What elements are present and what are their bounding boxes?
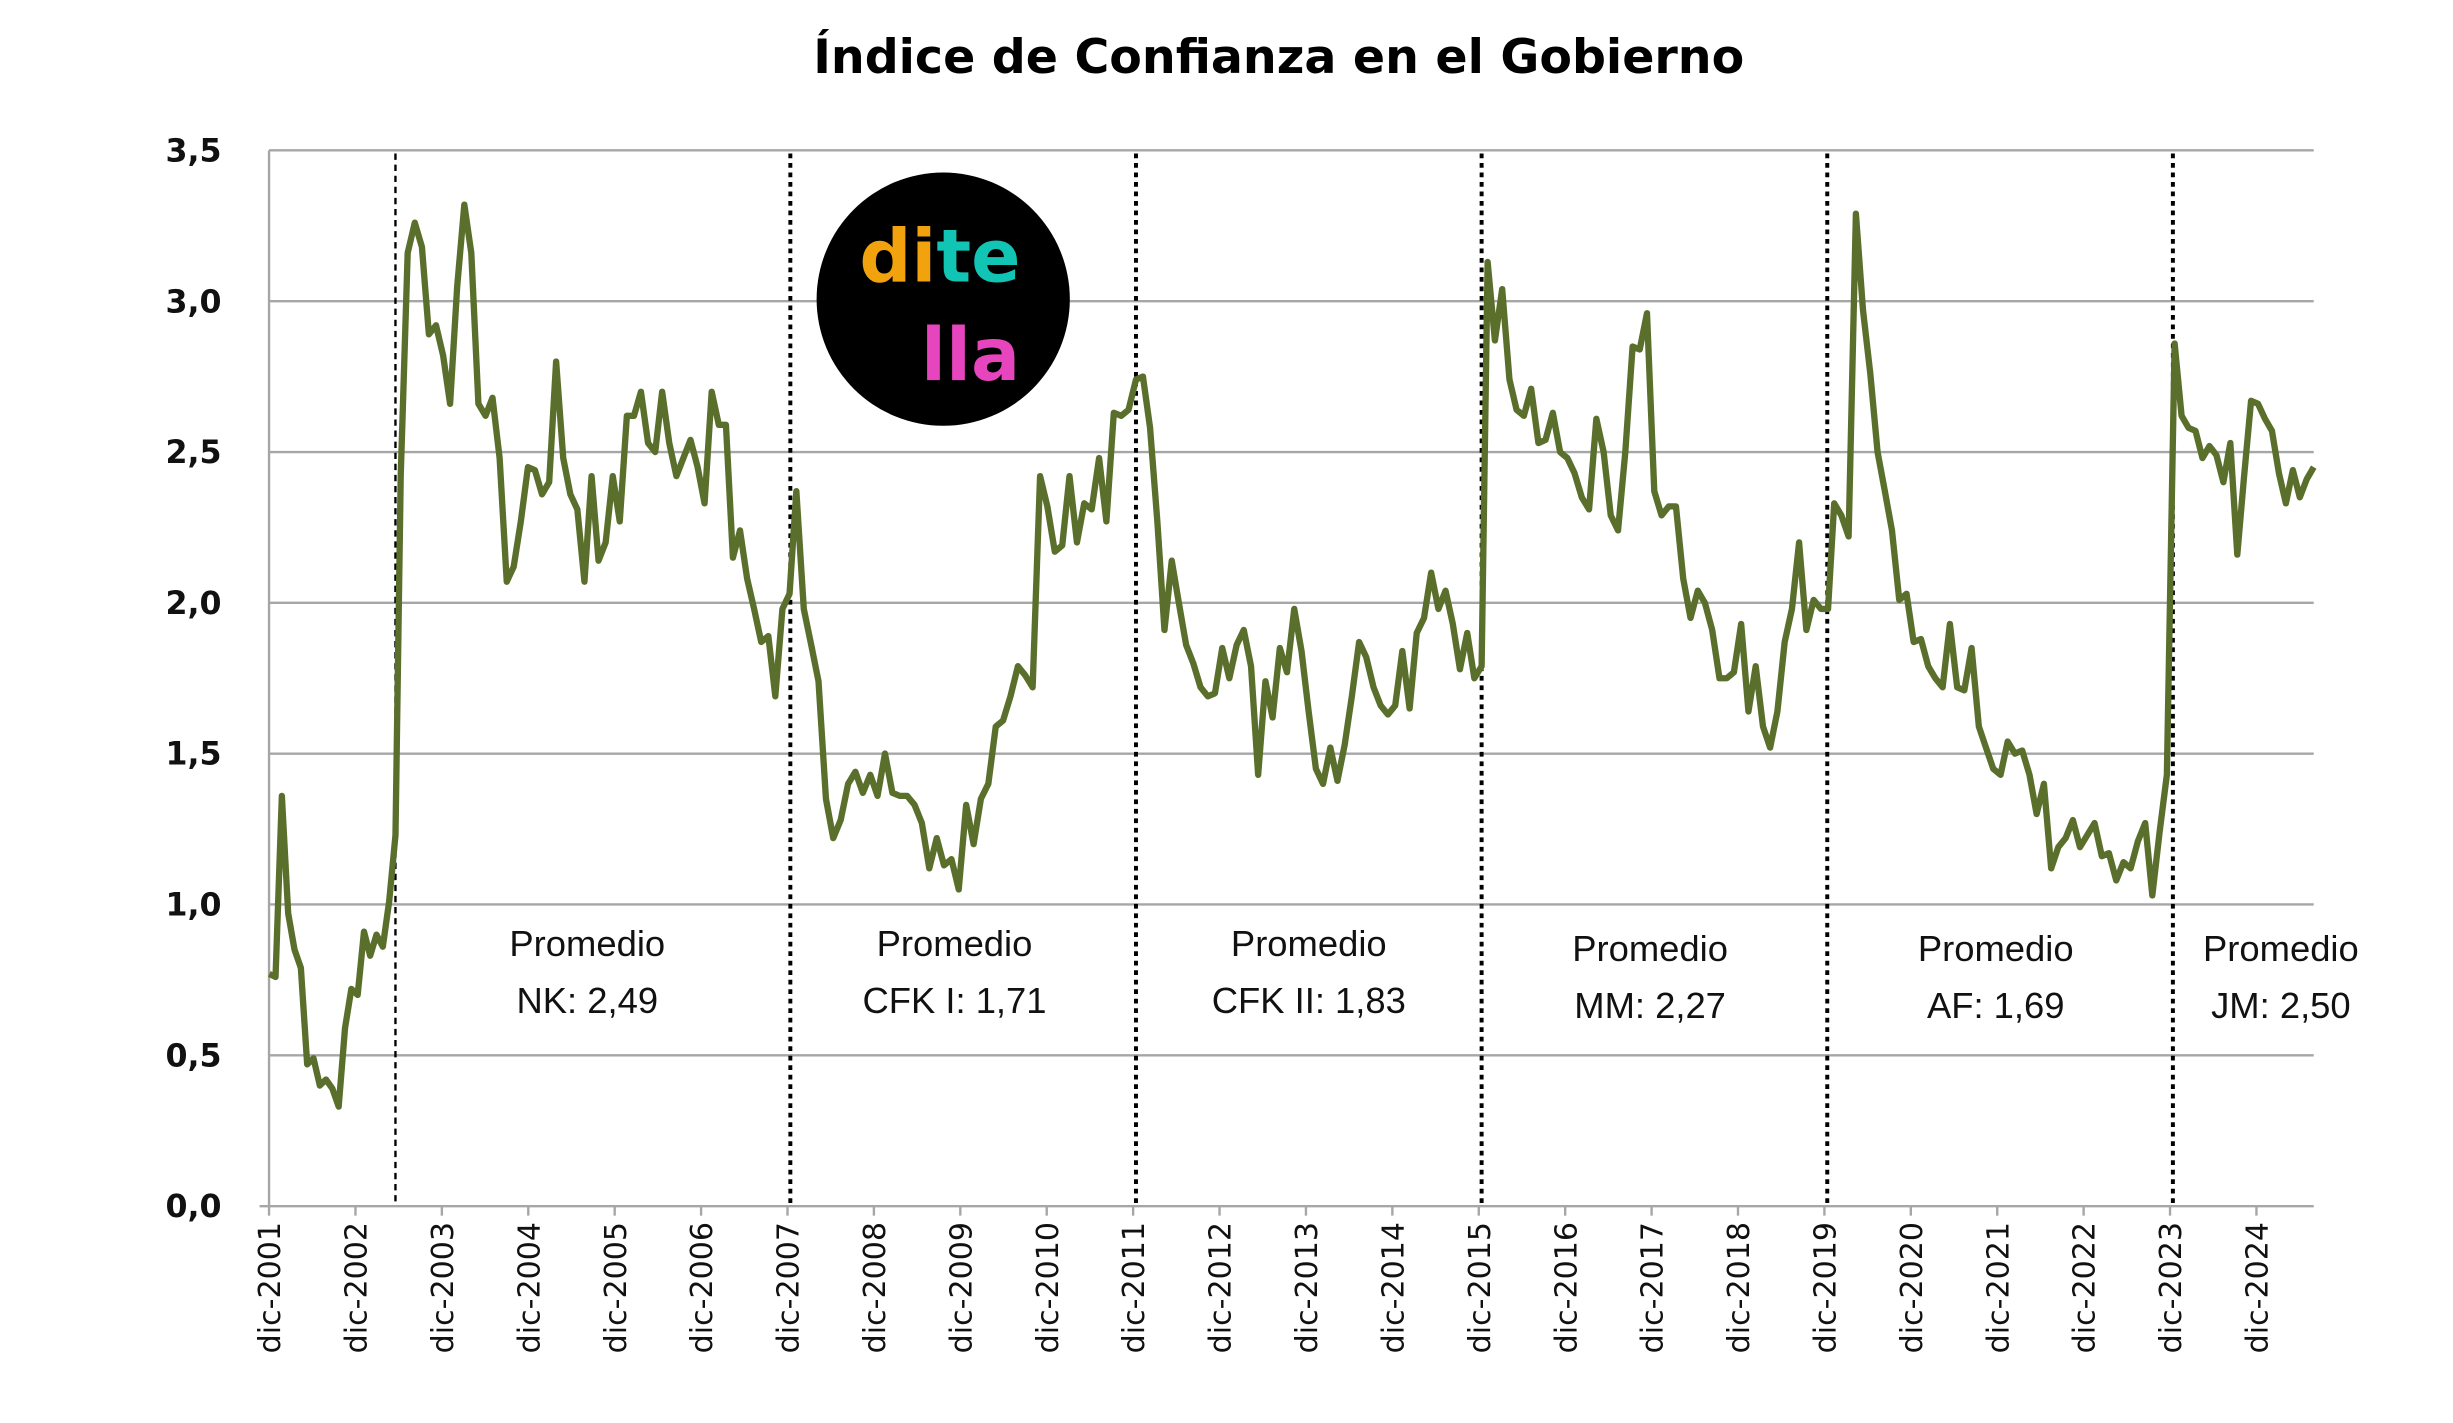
x-tick-label: dic-2003	[426, 1222, 461, 1353]
y-tick-label: 0,5	[166, 1038, 222, 1074]
y-tick-label: 1,0	[166, 888, 222, 924]
x-tick-label: dic-2013	[1290, 1222, 1325, 1353]
logo-text-te: te	[936, 215, 1020, 300]
x-tick-label: dic-2007	[772, 1222, 807, 1353]
x-tick-label: dic-2004	[512, 1222, 547, 1353]
x-tick-label: dic-2016	[1549, 1222, 1584, 1353]
period-markers	[394, 153, 2175, 1207]
x-tick-label: dic-2011	[1117, 1222, 1152, 1353]
x-tick-label: dic-2014	[1376, 1222, 1411, 1353]
logo-text-lla: lla	[921, 313, 1020, 398]
chart-title: Índice de Confianza en el Gobierno	[813, 28, 1744, 85]
x-tick-label: dic-2020	[1895, 1222, 1930, 1353]
annotation-average: JM: 2,50	[2211, 985, 2351, 1026]
series-layer	[267, 201, 2317, 1110]
logo-circle	[816, 172, 1070, 426]
annotation-average: AF: 1,69	[1927, 985, 2065, 1026]
annotation-label: Promedio	[2203, 928, 2359, 969]
x-tick-label: dic-2015	[1463, 1222, 1498, 1353]
x-tick-label: dic-2006	[685, 1222, 720, 1353]
x-tick-label: dic-2008	[858, 1222, 893, 1353]
annotation-average: NK: 2,49	[516, 980, 658, 1021]
x-tick-label: dic-2010	[1031, 1222, 1066, 1353]
logo-text-top: dite	[859, 215, 1020, 300]
y-tick-label: 3,0	[166, 284, 222, 320]
annotation-label: Promedio	[1918, 928, 2074, 969]
annotation-label: Promedio	[509, 923, 665, 964]
logo-text-di: di	[859, 215, 936, 300]
x-tick-label: dic-2009	[944, 1222, 979, 1353]
axes: 0,0 0,5 1,0 1,5 2,0 2,5 3,0 3,5 dic-2001 dic-2002…	[166, 133, 2314, 1353]
annotation-average: CFK I: 1,71	[862, 980, 1046, 1021]
annotation-label: Promedio	[877, 923, 1033, 964]
x-tick-label: dic-2023	[2154, 1222, 2189, 1353]
y-tick-label: 3,5	[166, 133, 222, 169]
x-tick-label: dic-2012	[1204, 1222, 1239, 1353]
ditella-logo: dite lla	[816, 172, 1070, 426]
y-tick-label: 2,0	[166, 586, 222, 622]
x-tick-label: dic-2024	[2241, 1222, 2276, 1353]
x-tick-label: dic-2005	[599, 1222, 634, 1353]
x-tick-label: dic-2022	[2068, 1222, 2103, 1353]
y-tick-label: 1,5	[166, 737, 222, 773]
x-tick-label: dic-2018	[1722, 1222, 1757, 1353]
x-tick-label: dic-2001	[253, 1222, 288, 1353]
x-tick-label: dic-2021	[1981, 1222, 2016, 1353]
y-tick-label: 0,0	[166, 1189, 222, 1225]
gridlines	[269, 149, 2314, 1057]
y-tick-label: 2,5	[166, 435, 222, 471]
annotation-average: CFK II: 1,83	[1212, 980, 1406, 1021]
annotation-label: Promedio	[1231, 923, 1387, 964]
annotation-label: Promedio	[1572, 928, 1728, 969]
x-tick-label: dic-2017	[1636, 1222, 1671, 1353]
period-annotations: Promedio NK: 2,49 Promedio CFK I: 1,71 Prome…	[509, 923, 2358, 1026]
x-tick-label: dic-2019	[1808, 1222, 1843, 1353]
annotation-average: MM: 2,27	[1574, 985, 1726, 1026]
x-tick-label: dic-2002	[340, 1222, 375, 1353]
series-line	[267, 201, 2317, 1110]
